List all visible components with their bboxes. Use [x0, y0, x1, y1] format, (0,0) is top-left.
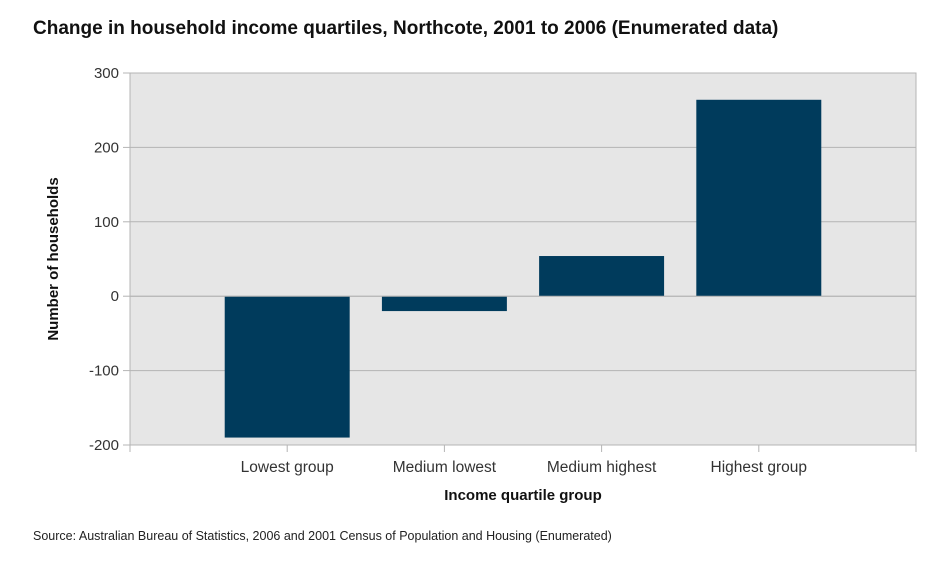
source-note: Source: Australian Bureau of Statistics,… — [33, 529, 612, 543]
y-tick-label: 300 — [94, 65, 119, 82]
bar-highest-group — [696, 99, 822, 297]
x-tick-label: Highest group — [711, 459, 808, 476]
x-tick-label: Lowest group — [241, 459, 334, 476]
bar-lowest-group — [224, 296, 350, 438]
bar-medium-highest — [539, 256, 665, 297]
y-tick-label: 100 — [94, 214, 119, 231]
x-axis-title: Income quartile group — [444, 487, 602, 504]
y-tick-label: 0 — [111, 288, 119, 305]
x-tick-label: Medium lowest — [393, 459, 497, 476]
bar-medium-lowest — [381, 296, 507, 312]
chart-title: Change in household income quartiles, No… — [33, 18, 779, 39]
y-tick-label: 200 — [94, 139, 119, 156]
x-axis: Lowest group Medium lowest Medium highest H… — [129, 445, 917, 476]
y-axis-title: Number of households — [45, 177, 62, 340]
y-axis-ticks: -200 -100 0 100 200 300 — [89, 65, 130, 454]
x-tick-label: Medium highest — [547, 459, 657, 476]
y-tick-label: -200 — [89, 437, 119, 454]
bars — [130, 99, 916, 438]
y-tick-label: -100 — [89, 363, 119, 380]
